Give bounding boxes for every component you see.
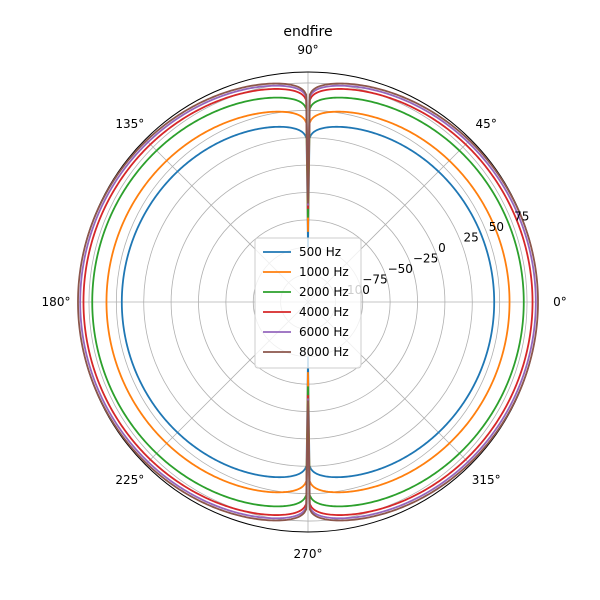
series-line (79, 84, 537, 520)
theta-tick-label: 180° (42, 295, 71, 309)
r-tick-label: −50 (388, 262, 413, 276)
r-tick-label: 75 (514, 210, 529, 224)
theta-tick-label: 270° (294, 547, 323, 561)
r-gridline (143, 137, 473, 467)
series-line (120, 125, 496, 479)
r-tick-label: 25 (463, 231, 478, 245)
legend-label: 500 Hz (299, 245, 341, 259)
series-line (105, 110, 511, 494)
theta-tick-label: 225° (115, 473, 144, 487)
theta-tick-label: 90° (297, 43, 318, 57)
legend: 500 Hz 1000 Hz 2000 Hz 4000 Hz 6000 Hz 8000 H… (254, 237, 362, 369)
r-tick-label: 50 (489, 220, 504, 234)
theta-tick-label: 0° (553, 295, 567, 309)
legend-label: 8000 Hz (299, 345, 349, 359)
legend-frame (254, 237, 362, 369)
legend-label: 6000 Hz (299, 325, 349, 339)
axis-ticks: 0°45°90°135°180°225°270°315°−100−75−50−2… (42, 43, 567, 561)
r-tick-label: −75 (362, 273, 387, 287)
theta-tick-label: 45° (476, 117, 497, 131)
legend-label: 2000 Hz (299, 285, 349, 299)
series-line (91, 96, 525, 508)
r-tick-label: 0 (438, 241, 446, 255)
r-tick-label: −25 (413, 252, 438, 266)
theta-tick-label: 135° (115, 117, 144, 131)
chart-title: endfire (283, 24, 332, 40)
r-gridline (88, 82, 528, 522)
legend-label: 4000 Hz (299, 305, 349, 319)
theta-tick-label: 315° (472, 473, 501, 487)
legend-label: 1000 Hz (299, 265, 349, 279)
series-lines (77, 82, 539, 522)
series-line (82, 88, 534, 516)
series-line (77, 82, 539, 522)
r-gridline (115, 109, 501, 495)
